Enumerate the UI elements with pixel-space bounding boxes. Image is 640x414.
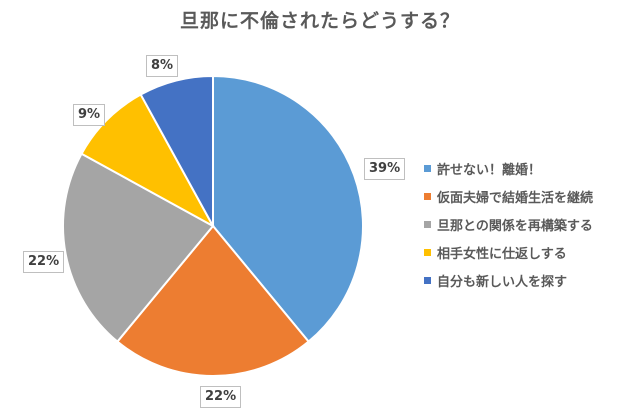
data-label: 22% <box>200 386 242 408</box>
legend-item: 仮面夫婦で結婚生活を継続 <box>424 182 593 210</box>
legend-item: 相手女性に仕返しする <box>424 238 593 266</box>
legend-label: 相手女性に仕返しする <box>437 246 567 262</box>
chart-title: 旦那に不倫されたらどうする？ <box>179 10 460 32</box>
pie-slice <box>115 224 311 377</box>
legend-swatch-icon <box>424 276 431 284</box>
legend: 許せない！離婚！ 仮面夫婦で結婚生活を継続 旦那との関係を再構築する 相手女性に仕返し… <box>424 154 593 294</box>
legend-label: 旦那との関係を再構築する <box>437 218 593 234</box>
pie-slice <box>80 93 216 229</box>
legend-label: 許せない！離婚！ <box>437 162 542 178</box>
legend-label: 自分も新しい人を探す <box>437 274 568 290</box>
pie-slice <box>62 152 215 343</box>
legend-swatch-icon <box>424 192 431 200</box>
legend-label: 仮面夫婦で結婚生活を継続 <box>437 190 594 206</box>
legend-item: 許せない！離婚！ <box>424 154 593 182</box>
data-label: 39% <box>364 158 406 180</box>
legend-swatch-icon <box>424 248 431 256</box>
data-label: 8% <box>146 55 179 77</box>
data-label: 22% <box>23 251 65 273</box>
legend-swatch-icon <box>424 220 431 228</box>
legend-item: 旦那との関係を再構築する <box>424 210 593 238</box>
pie-slice <box>212 74 364 343</box>
data-label: 9% <box>73 104 106 126</box>
legend-item: 自分も新しい人を探す <box>424 266 593 294</box>
legend-swatch-icon <box>424 164 431 172</box>
pie-slice <box>139 74 214 227</box>
